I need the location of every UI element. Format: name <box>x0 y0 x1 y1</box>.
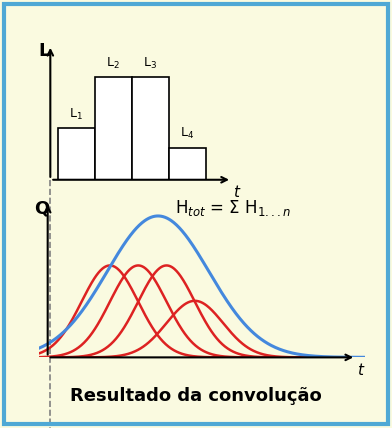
Text: Q: Q <box>34 200 49 218</box>
Text: L$_1$: L$_1$ <box>69 107 83 122</box>
Text: L: L <box>38 42 49 60</box>
Text: t: t <box>358 363 363 377</box>
Text: L$_4$: L$_4$ <box>180 126 194 141</box>
Text: H$_{tot}$ = Σ H$_{1...n}$: H$_{tot}$ = Σ H$_{1...n}$ <box>175 198 292 217</box>
Text: t: t <box>232 185 239 200</box>
Text: L$_2$: L$_2$ <box>107 56 120 71</box>
Text: Resultado da convolução: Resultado da convolução <box>70 387 322 405</box>
FancyBboxPatch shape <box>95 77 132 180</box>
Text: L$_3$: L$_3$ <box>143 56 157 71</box>
FancyBboxPatch shape <box>58 128 95 180</box>
FancyBboxPatch shape <box>132 77 169 180</box>
FancyBboxPatch shape <box>169 148 206 180</box>
